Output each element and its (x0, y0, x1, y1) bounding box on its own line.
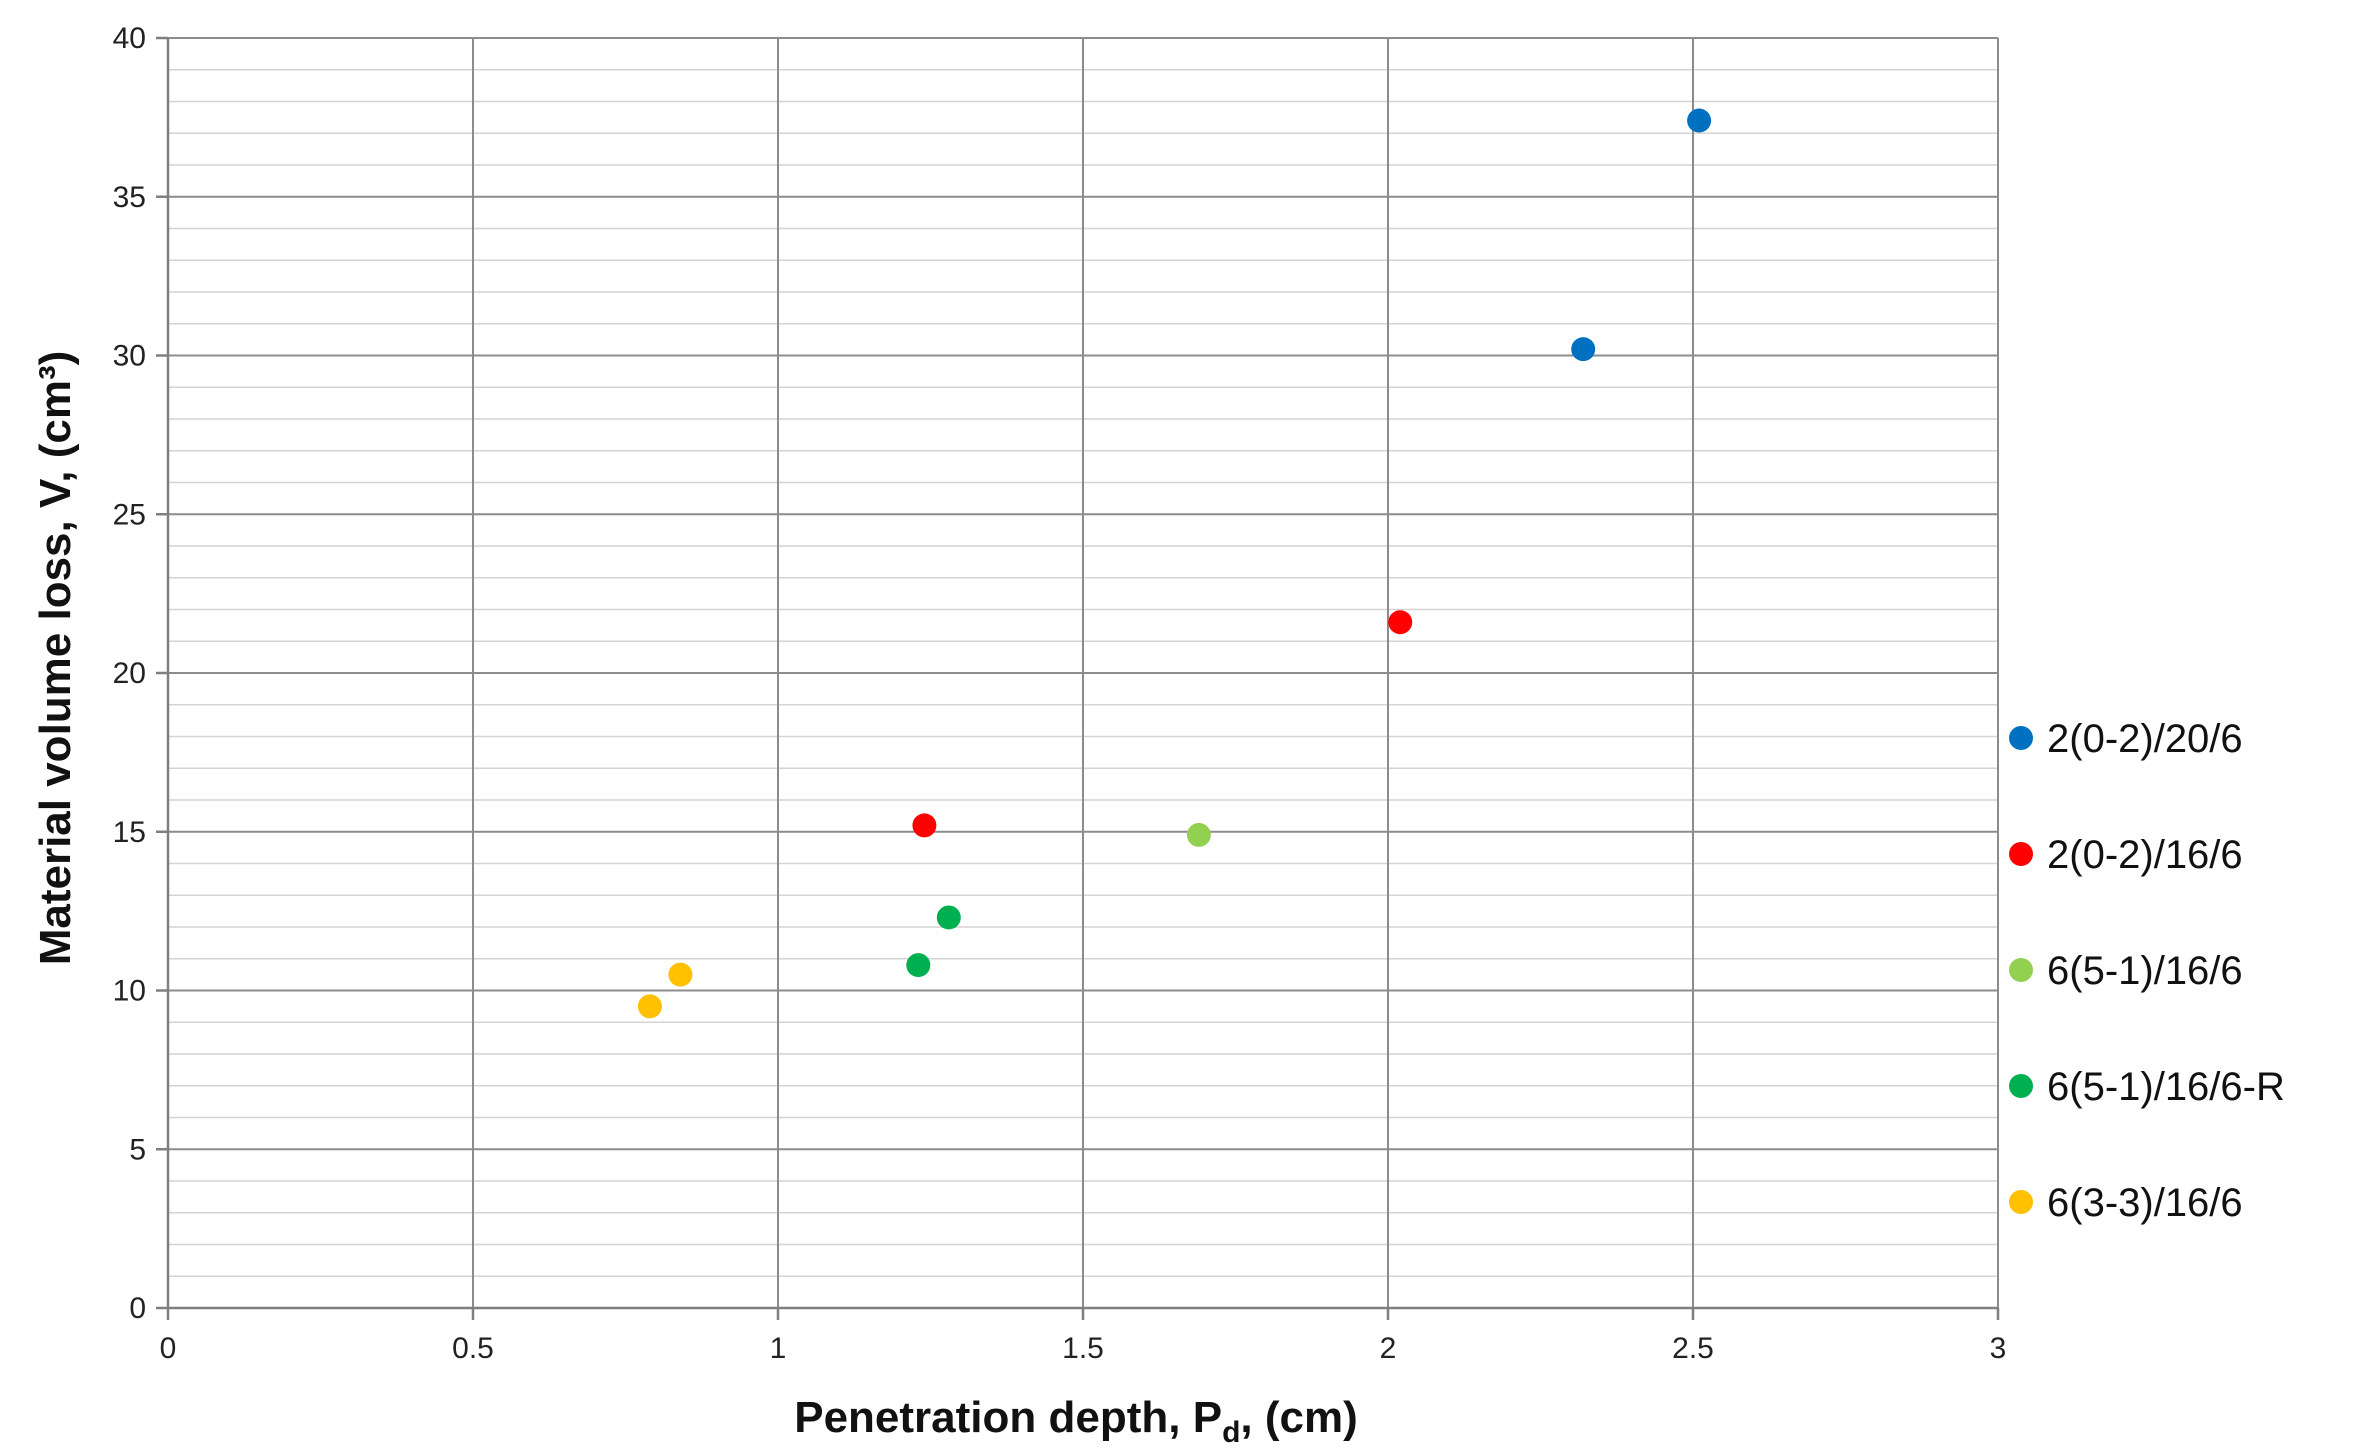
data-point-series-2 (912, 813, 937, 838)
y-tick-labels: 0 5 10 15 20 25 30 35 40 (113, 22, 146, 1325)
y-tick-label: 25 (113, 498, 146, 531)
y-axis-title: Material volume loss, V, (cm³) (31, 351, 80, 966)
x-tick-label: 3 (1990, 1332, 2007, 1365)
y-tick-label: 0 (129, 1292, 146, 1325)
x-tick-label: 2 (1380, 1332, 1397, 1365)
x-tick-label: 1 (770, 1332, 787, 1365)
legend-label: 6(3-3)/16/6 (2047, 1181, 2243, 1225)
legend: 2(0-2)/20/6 2(0-2)/16/6 6(5-1)/16/6 6(5-1)/… (2009, 717, 2285, 1225)
data-point-series-5 (637, 994, 662, 1019)
x-tick-labels: 0 0.5 1 1.5 2 2.5 3 (160, 1332, 2007, 1365)
legend-label: 6(5-1)/16/6 (2047, 949, 2243, 993)
legend-marker (2009, 726, 2033, 750)
data-point-series-1 (1571, 337, 1596, 362)
y-tick-label: 40 (113, 22, 146, 55)
legend-marker (2009, 842, 2033, 866)
legend-marker (2009, 1190, 2033, 1214)
x-tick-label: 1.5 (1062, 1332, 1104, 1365)
data-point-series-4 (906, 953, 931, 978)
data-point-series-5 (668, 962, 693, 987)
x-axis-title: Penetration depth, Pd, (cm) (794, 1393, 1358, 1449)
x-tick-label: 0 (160, 1332, 177, 1365)
data-point-series-2 (1388, 610, 1413, 635)
y-tick-label: 20 (113, 657, 146, 690)
axes (156, 36, 2000, 1320)
data-point-series-4 (936, 905, 961, 930)
data-points (637, 108, 1712, 1019)
y-tick-label: 5 (129, 1133, 146, 1166)
y-tick-label: 30 (113, 340, 146, 373)
data-point-series-3 (1186, 822, 1211, 847)
legend-marker (2009, 1074, 2033, 1098)
legend-label: 6(5-1)/16/6-R (2047, 1065, 2285, 1109)
legend-label: 2(0-2)/20/6 (2047, 717, 2243, 761)
y-tick-label: 10 (113, 975, 146, 1008)
x-tick-label: 2.5 (1672, 1332, 1714, 1365)
legend-label: 2(0-2)/16/6 (2047, 833, 2243, 877)
data-point-series-1 (1687, 108, 1712, 133)
y-tick-label: 15 (113, 816, 146, 849)
legend-marker (2009, 958, 2033, 982)
y-tick-label: 35 (113, 181, 146, 214)
x-tick-label: 0.5 (452, 1332, 494, 1365)
